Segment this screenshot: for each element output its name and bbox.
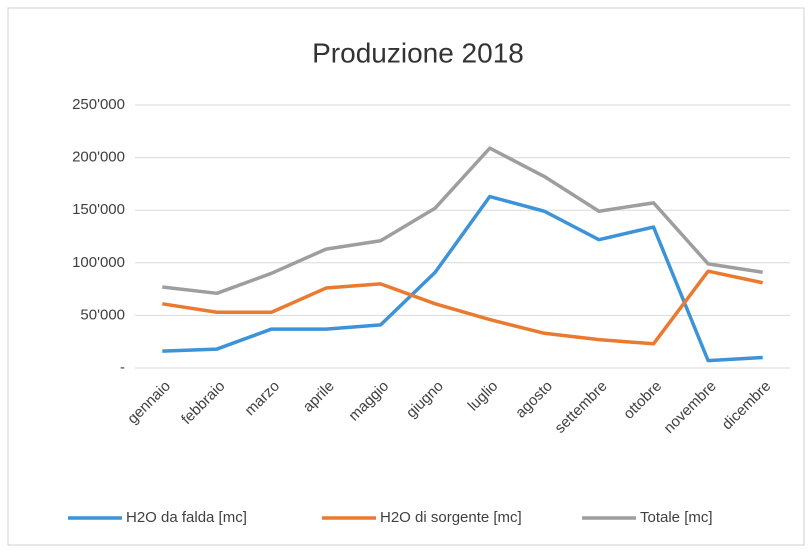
chart-border [7, 7, 805, 546]
y-tick-label: 50'000 [80, 306, 125, 323]
chart-title: Produzione 2018 [312, 37, 524, 68]
legend-label: Totale [mc] [640, 509, 713, 526]
y-tick-label: 250'000 [72, 96, 125, 113]
series-line [162, 194, 763, 363]
legend-label: H2O di sorgente [mc] [380, 509, 522, 526]
y-tick-label: - [120, 359, 125, 376]
series-line [162, 146, 763, 296]
series-line [162, 269, 764, 346]
y-tick-label: 150'000 [72, 201, 125, 218]
y-tick-label: 100'000 [72, 254, 125, 271]
y-tick-label: 200'000 [72, 149, 125, 166]
legend-label: H2O da falda [mc] [126, 509, 247, 526]
